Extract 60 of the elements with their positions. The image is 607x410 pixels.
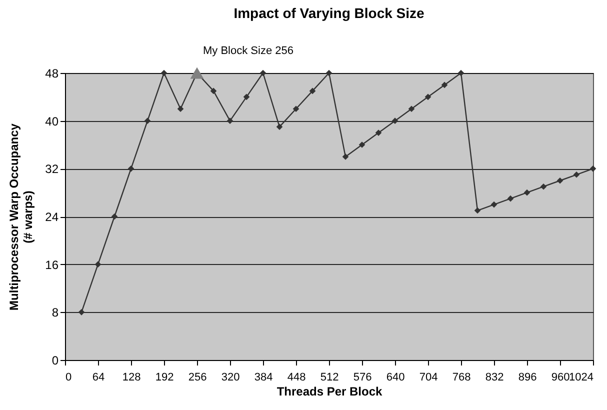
point <box>177 106 184 112</box>
point <box>243 94 250 100</box>
point <box>160 70 168 76</box>
point <box>474 207 481 214</box>
point <box>507 195 514 202</box>
point <box>144 118 151 124</box>
point <box>326 70 332 76</box>
point <box>441 82 448 88</box>
annotation: My Block Size 256 <box>203 45 294 57</box>
y-tick-label: 16 <box>45 258 59 272</box>
point <box>78 309 85 316</box>
x-tick-label: 832 <box>485 372 504 384</box>
x-axis-title: Threads Per Block <box>276 384 383 398</box>
point <box>590 166 596 172</box>
x-tick-label: 768 <box>452 372 471 384</box>
point <box>210 88 217 94</box>
point <box>292 106 300 112</box>
point <box>524 189 530 196</box>
x-tick-label: 576 <box>353 372 372 384</box>
point <box>226 118 234 124</box>
point <box>276 124 283 130</box>
x-tick-label: 1024 <box>569 372 594 384</box>
y-tick-label: 32 <box>45 162 59 176</box>
y-tick-label: 8 <box>52 306 59 320</box>
x-tick-label: 640 <box>386 372 405 384</box>
y-tick-label: 0 <box>52 354 59 368</box>
point <box>128 166 134 172</box>
y-tick-label: 24 <box>45 210 59 224</box>
x-tick-label: 512 <box>320 372 339 384</box>
point <box>392 118 398 124</box>
point <box>309 88 316 94</box>
point <box>573 171 580 178</box>
y-tick-label: 48 <box>45 66 59 80</box>
x-tick-label: 320 <box>221 372 240 384</box>
point <box>94 261 102 268</box>
x-tick-label: 256 <box>188 372 207 384</box>
point <box>260 70 266 76</box>
x-tick-label: 384 <box>254 372 273 384</box>
x-tick-label: 704 <box>419 372 438 384</box>
point <box>342 154 349 160</box>
chart-title: Impact of Varying Block Size <box>234 5 425 21</box>
point <box>458 70 464 76</box>
point <box>424 94 432 100</box>
x-tick-label: 192 <box>155 372 174 384</box>
point <box>490 201 498 208</box>
point <box>111 213 118 220</box>
x-tick-label: 0 <box>66 372 72 384</box>
y-tick-label: 40 <box>45 114 59 128</box>
x-tick-label: 64 <box>92 372 105 384</box>
x-tick-label: 128 <box>122 372 141 384</box>
point <box>190 67 204 79</box>
point <box>358 142 366 148</box>
point <box>540 183 547 190</box>
point <box>556 177 564 184</box>
x-tick-label: 960 <box>551 372 570 384</box>
x-tick-label: 448 <box>287 372 306 384</box>
point <box>408 106 415 112</box>
point <box>375 130 382 136</box>
y-axis-title: Multiprocessor Warp Occupancy (# warps) <box>7 123 36 310</box>
x-tick-label: 896 <box>518 372 537 384</box>
